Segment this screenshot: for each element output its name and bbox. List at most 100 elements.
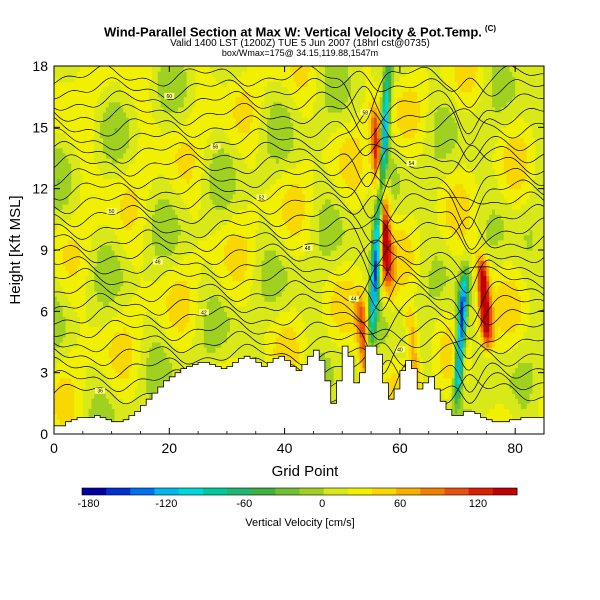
velocity-cell xyxy=(198,239,202,246)
velocity-cell xyxy=(108,326,113,333)
velocity-cell xyxy=(85,311,90,318)
velocity-cell xyxy=(203,209,208,215)
velocity-cell xyxy=(169,347,173,353)
velocity-cell xyxy=(163,137,168,144)
velocity-cell xyxy=(91,336,95,343)
velocity-cell xyxy=(140,178,144,185)
velocity-cell xyxy=(218,81,222,88)
velocity-cell xyxy=(111,275,116,282)
velocity-cell xyxy=(177,204,182,210)
velocity-cell xyxy=(65,321,70,328)
velocity-cell xyxy=(143,326,147,333)
velocity-cell xyxy=(114,331,119,338)
velocity-cell xyxy=(212,347,217,353)
velocity-cell xyxy=(180,163,185,169)
velocity-cell xyxy=(146,209,150,215)
velocity-cell xyxy=(218,198,222,205)
velocity-cell xyxy=(140,142,144,149)
velocity-cell xyxy=(209,204,214,210)
velocity-cell xyxy=(71,66,75,72)
velocity-cell xyxy=(77,326,81,333)
velocity-cell xyxy=(186,204,191,210)
velocity-cell xyxy=(94,152,98,159)
velocity-cell xyxy=(175,173,179,180)
velocity-cell xyxy=(157,250,162,256)
velocity-cell xyxy=(91,122,95,128)
velocity-cell xyxy=(215,96,219,103)
velocity-cell xyxy=(126,219,130,226)
velocity-cell xyxy=(177,326,182,333)
velocity-cell xyxy=(175,198,179,205)
velocity-cell xyxy=(224,239,228,246)
velocity-cell xyxy=(143,336,147,343)
velocity-cell xyxy=(134,306,139,312)
velocity-cell xyxy=(100,372,104,379)
velocity-cell xyxy=(91,260,95,266)
velocity-cell xyxy=(62,239,67,246)
velocity-cell xyxy=(56,152,61,159)
velocity-cell xyxy=(74,106,78,113)
velocity-cell xyxy=(163,127,168,134)
velocity-cell xyxy=(137,152,142,159)
velocity-cell xyxy=(65,388,70,394)
velocity-cell xyxy=(82,367,87,374)
velocity-cell xyxy=(94,275,98,282)
velocity-cell xyxy=(143,290,147,297)
velocity-cell xyxy=(163,96,168,103)
velocity-cell xyxy=(169,219,173,226)
velocity-cell xyxy=(137,127,142,134)
velocity-cell xyxy=(195,117,199,123)
velocity-cell xyxy=(163,250,168,256)
velocity-cell xyxy=(88,250,93,256)
velocity-cell xyxy=(103,260,107,266)
velocity-cell xyxy=(123,357,127,364)
velocity-cell xyxy=(189,301,193,307)
velocity-cell xyxy=(74,137,78,144)
velocity-cell xyxy=(195,357,199,364)
velocity-cell xyxy=(143,260,147,266)
velocity-cell xyxy=(160,306,165,312)
velocity-cell xyxy=(186,316,191,323)
velocity-cell xyxy=(201,357,205,364)
velocity-cell xyxy=(117,168,121,174)
velocity-cell xyxy=(154,76,159,82)
velocity-cell xyxy=(94,377,98,384)
velocity-cell xyxy=(59,173,64,180)
velocity-cell xyxy=(195,255,199,261)
velocity-cell xyxy=(186,101,191,108)
velocity-cell xyxy=(111,331,116,338)
velocity-cell xyxy=(85,280,90,287)
velocity-cell xyxy=(85,219,90,226)
velocity-cell xyxy=(180,306,185,312)
velocity-cell xyxy=(131,91,136,98)
velocity-cell xyxy=(123,398,127,404)
velocity-cell xyxy=(120,214,124,220)
velocity-cell xyxy=(128,127,133,134)
velocity-cell xyxy=(68,326,72,333)
velocity-cell xyxy=(203,224,208,231)
velocity-cell xyxy=(149,270,153,277)
velocity-cell xyxy=(94,398,98,404)
velocity-cell xyxy=(117,352,121,358)
velocity-cell xyxy=(77,265,81,272)
velocity-cell xyxy=(169,132,173,139)
velocity-cell xyxy=(152,137,156,144)
velocity-cell xyxy=(56,137,61,144)
velocity-cell xyxy=(71,372,75,379)
velocity-cell xyxy=(103,270,107,277)
velocity-cell xyxy=(128,398,133,404)
velocity-cell xyxy=(123,388,127,394)
velocity-cell xyxy=(146,66,150,72)
velocity-cell xyxy=(143,244,147,251)
velocity-cell xyxy=(146,239,150,246)
velocity-cell xyxy=(201,214,205,220)
velocity-cell xyxy=(100,382,104,389)
velocity-cell xyxy=(111,86,116,93)
velocity-cell xyxy=(88,326,93,333)
velocity-cell xyxy=(175,101,179,108)
velocity-cell xyxy=(126,352,130,358)
velocity-cell xyxy=(79,347,84,353)
velocity-cell xyxy=(100,342,104,348)
velocity-cell xyxy=(134,372,139,379)
velocity-cell xyxy=(100,311,104,318)
